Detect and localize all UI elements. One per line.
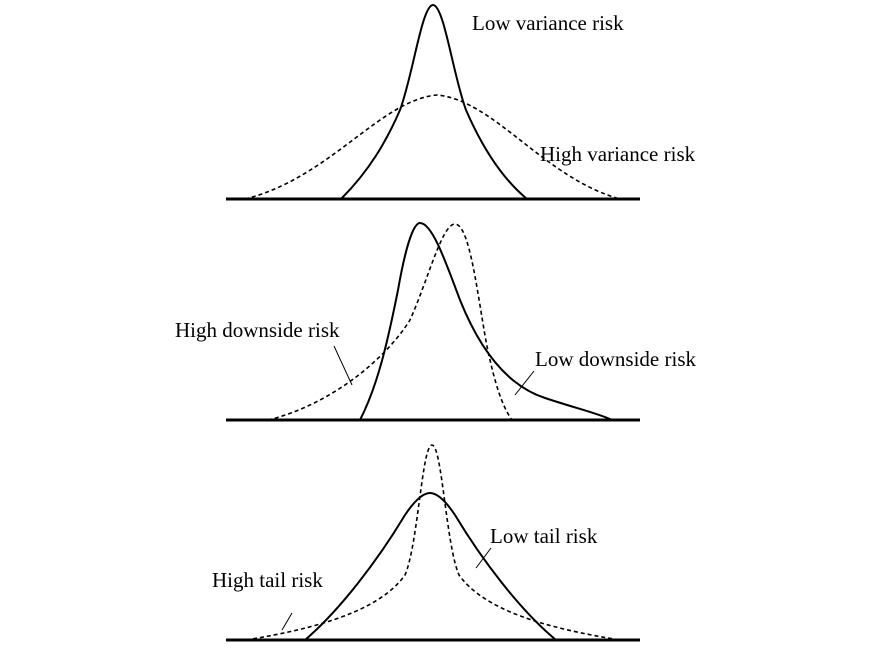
label-high-downside-risk: High downside risk [175,318,340,342]
label-low-downside-risk: Low downside risk [535,347,696,371]
low-downside-curve [359,222,613,421]
label-high-variance-risk: High variance risk [540,142,696,166]
leader-high-downside [333,345,353,386]
label-low-tail-risk: Low tail risk [490,524,598,548]
low-tail-curve [304,492,557,641]
panel-variance: Low variance risk High variance risk [226,4,696,201]
high-downside-curve [267,223,513,421]
high-tail-curve [245,444,621,641]
leader-low-downside [514,370,535,396]
label-high-tail-risk: High tail risk [212,568,323,592]
low-variance-curve [340,4,528,200]
leader-low-tail [475,547,492,569]
label-low-variance-risk: Low variance risk [472,11,624,35]
panel-tail: Low tail risk High tail risk [212,444,640,642]
leader-high-tail [281,612,293,631]
high-variance-curve [244,94,621,200]
panel-downside: High downside risk Low downside risk [175,222,696,422]
